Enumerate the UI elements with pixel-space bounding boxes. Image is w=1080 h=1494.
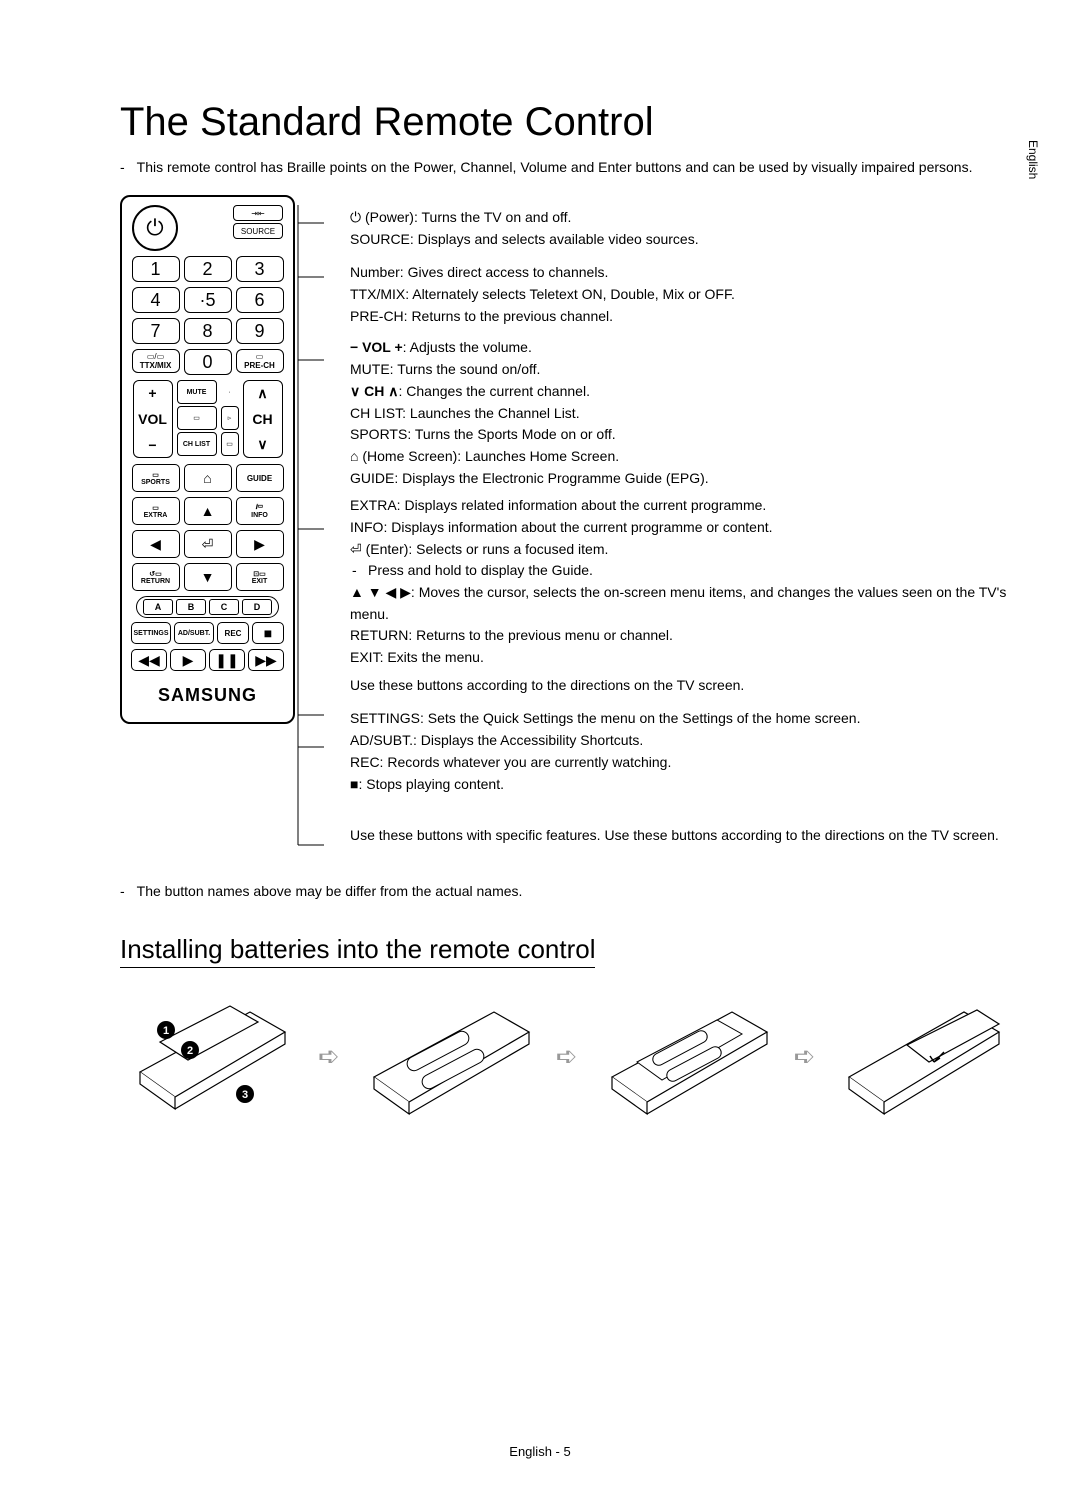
svg-text:1: 1 [163,1025,169,1037]
desc-enter: ⏎ (Enter): Selects or runs a focused ite… [350,539,1020,561]
exit-button: ⊡▭EXIT [236,563,284,591]
desc-enter-sub: Press and hold to display the Guide. [350,560,1020,582]
num-1: 1 [132,256,180,282]
intro-text: This remote control has Braille points o… [137,159,973,175]
desc-chchange: ∨ CH ∧: Changes the current channel. [350,381,1020,403]
dash: - [120,159,125,175]
home-button: ⌂ [184,464,232,492]
desc-extra: EXTRA: Displays related information abou… [350,495,1020,517]
num-5: ·5 [184,287,232,313]
descriptions: ⏻ (Power): Turns the TV on and off. SOUR… [350,195,1020,853]
source-picto: ⇥⇤ [233,205,283,221]
rec-button: REC [217,622,249,644]
dot-1: · [221,380,239,404]
rewind-button: ◀◀ [131,649,167,671]
svg-text:2: 2 [187,1045,193,1057]
subtitle: Installing batteries into the remote con… [120,934,595,968]
battery-step-3 [596,992,776,1122]
desc-info: INFO: Displays information about the cur… [350,517,1020,539]
desc-settings: SETTINGS: Sets the Quick Settings the me… [350,708,1020,730]
battery-step-4 [833,992,1003,1122]
remote-diagram: ⏻ ⇥⇤ SOURCE 123 4·56 789 ▭/▭TTX/MIX 0 ▭P… [120,195,320,724]
desc-sports: SPORTS: Turns the Sports Mode on or off. [350,424,1020,446]
num-0: 0 [184,349,232,375]
desc-stop: ■: Stops playing content. [350,774,1020,796]
num-3: 3 [236,256,284,282]
footnote-text: The button names above may be differ fro… [137,883,523,899]
up-button: ▲ [184,497,232,525]
samsung-logo: SAMSUNG [128,685,287,706]
desc-chlist: CH LIST: Launches the Channel List. [350,403,1020,425]
extra-button: ▭EXTRA [132,497,180,525]
desc-number: Number: Gives direct access to channels. [350,262,1020,284]
page-number: English - 5 [0,1444,1080,1459]
sports-button: ▭SPORTS [132,464,180,492]
num-6: 6 [236,287,284,313]
lead-lines [295,195,335,865]
vol-rocker: +VOL− [133,380,173,458]
desc-return: RETURN: Returns to the previous menu or … [350,625,1020,647]
num-8: 8 [184,318,232,344]
pause-button: ❚❚ [209,649,245,671]
play-button: ▶ [170,649,206,671]
left-button: ◀ [132,530,180,558]
arrow-icon-1: ➪ [318,1041,340,1072]
battery-step-2 [358,992,538,1122]
desc-colors: Use these buttons according to the direc… [350,675,1020,697]
desc-prech: PRE-CH: Returns to the previous channel. [350,306,1020,328]
adsubt-button: AD/SUBT. [174,622,214,644]
svg-text:3: 3 [242,1089,248,1101]
desc-ttx: TTX/MIX: Alternately selects Teletext ON… [350,284,1020,306]
desc-mute: MUTE: Turns the sound on/off. [350,359,1020,381]
enter-button: ⏎ [184,530,232,558]
color-b: B [176,599,206,615]
stop-button: ■ [252,622,284,644]
return-button: ↺▭RETURN [132,563,180,591]
page-title: The Standard Remote Control [120,100,1020,145]
arrow-icon-3: ➪ [794,1041,816,1072]
ff-button: ▶▶ [248,649,284,671]
desc-home: ⌂ (Home Screen): Launches Home Screen. [350,446,1020,468]
arrow-icon-2: ➪ [556,1041,578,1072]
power-button: ⏻ [132,205,178,251]
desc-rec: REC: Records whatever you are currently … [350,752,1020,774]
mute-button: MUTE [177,380,217,404]
intro-note: - This remote control has Braille points… [120,159,1020,175]
desc-adsubt: AD/SUBT.: Displays the Accessibility Sho… [350,730,1020,752]
num-7: 7 [132,318,180,344]
chlist-label: CH LIST [177,432,217,456]
language-tab: English [1026,140,1040,179]
play-icon: ▹ [221,406,239,430]
color-d: D [242,599,272,615]
ch-rocker: ∧CH∨ [243,380,283,458]
num-2: 2 [184,256,232,282]
desc-power: ⏻ (Power): Turns the TV on and off. [350,207,1020,229]
picto-2: ▭ [177,406,217,430]
color-buttons: A B C D [136,596,279,618]
desc-arrows: ▲ ▼ ◀ ▶: Moves the cursor, selects the o… [350,582,1020,625]
desc-exit: EXIT: Exits the menu. [350,647,1020,669]
color-c: C [209,599,239,615]
picto-3: ▭ [221,432,239,456]
info-button: 𝒊▭INFO [236,497,284,525]
settings-button: SETTINGS [131,622,171,644]
num-9: 9 [236,318,284,344]
num-4: 4 [132,287,180,313]
desc-source: SOURCE: Displays and selects available v… [350,229,1020,251]
right-button: ▶ [236,530,284,558]
desc-playback: Use these buttons with specific features… [350,825,1020,847]
desc-guide: GUIDE: Displays the Electronic Programme… [350,468,1020,490]
color-a: A [143,599,173,615]
desc-vol: − VOL +: Adjusts the volume. [350,337,1020,359]
guide-button: GUIDE [236,464,284,492]
battery-step-1: 1 2 3 [120,992,300,1122]
footnote: - The button names above may be differ f… [120,883,1020,899]
source-button: SOURCE [233,223,283,239]
ttx-button: ▭/▭TTX/MIX [132,349,180,373]
dash2: - [120,883,125,899]
battery-diagram: 1 2 3 ➪ ➪ ➪ [120,992,1020,1122]
prech-button: ▭PRE-CH [236,349,284,373]
down-button: ▼ [184,563,232,591]
